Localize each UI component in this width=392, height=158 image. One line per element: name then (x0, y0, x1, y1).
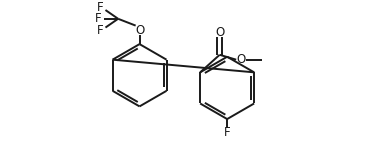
Text: F: F (224, 126, 230, 139)
Text: O: O (215, 26, 224, 39)
Text: O: O (236, 53, 246, 66)
Text: F: F (97, 24, 104, 37)
Text: F: F (95, 12, 102, 25)
Text: O: O (135, 24, 144, 37)
Text: F: F (97, 1, 104, 14)
